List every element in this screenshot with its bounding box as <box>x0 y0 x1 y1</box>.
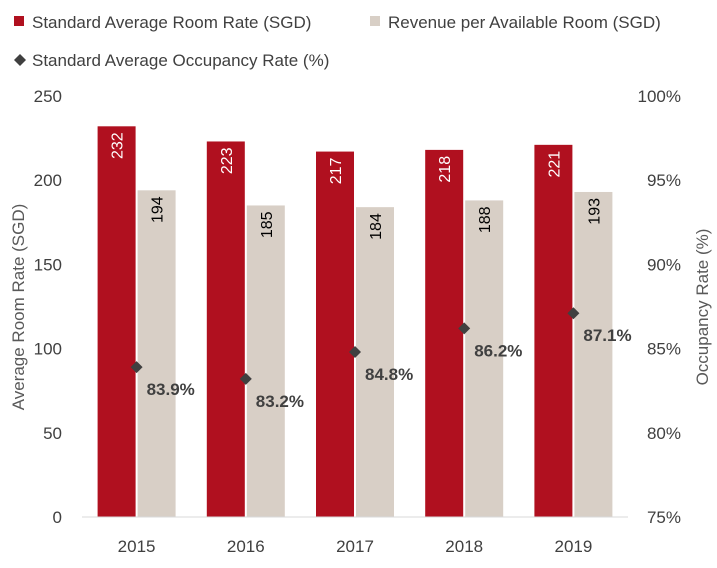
bar-room-rate <box>425 149 464 517</box>
bar-label-room-rate: 221 <box>546 151 563 178</box>
y2-axis-title: Occupancy Rate (%) <box>693 229 712 386</box>
y-axis-title: Average Room Rate (SGD) <box>9 204 28 411</box>
legend-marker-occupancy <box>14 54 26 66</box>
occupancy-point <box>130 361 143 374</box>
x-tick-label: 2019 <box>554 537 592 556</box>
y2-tick-label: 75% <box>647 508 681 527</box>
bar-label-room-rate: 232 <box>110 132 127 159</box>
bar-label-room-rate: 218 <box>437 156 454 183</box>
bar-revpar <box>137 190 176 517</box>
bar-revpar <box>246 205 285 517</box>
legend-label-occupancy: Standard Average Occupancy Rate (%) <box>32 51 329 70</box>
occupancy-point-label: 83.9% <box>147 380 195 399</box>
y-tick-label: 50 <box>43 424 62 443</box>
bar-revpar <box>465 200 504 517</box>
bar-room-rate <box>316 151 354 517</box>
occupancy-point <box>239 372 252 385</box>
bars: 232 194 223 185 217 184 218 188 221 193 <box>97 126 613 518</box>
occupancy-point <box>567 307 580 320</box>
occupancy-point <box>458 322 471 335</box>
x-tick-label: 2016 <box>227 537 265 556</box>
occupancy-point-label: 86.2% <box>474 341 522 360</box>
y-tick-label: 250 <box>34 87 62 106</box>
x-tick-label: 2015 <box>118 537 156 556</box>
y2-tick-label: 85% <box>647 340 681 359</box>
bar-label-revpar: 184 <box>368 213 385 240</box>
y-tick-label: 150 <box>34 255 62 274</box>
occupancy-point-label: 87.1% <box>583 326 631 345</box>
x-tick-label: 2017 <box>336 537 374 556</box>
y-tick-label: 0 <box>53 508 62 527</box>
y2-tick-label: 100% <box>638 87 681 106</box>
y2-axis-ticks: 75% 80% 85% 90% 95% 100% <box>638 87 681 527</box>
occupancy-points: 83.9% 83.2% 84.8% 86.2% 87.1% <box>130 307 632 411</box>
y-axis-ticks: 0 50 100 150 200 250 <box>34 87 62 527</box>
bar-label-revpar: 193 <box>586 198 603 225</box>
occupancy-point-label: 83.2% <box>256 392 304 411</box>
legend-swatch-room-rate <box>14 16 24 26</box>
bar-room-rate <box>97 126 136 517</box>
bar-room-rate <box>206 141 245 517</box>
bar-label-room-rate: 223 <box>219 147 236 174</box>
legend-label-room-rate: Standard Average Room Rate (SGD) <box>32 13 311 32</box>
legend-label-revpar: Revenue per Available Room (SGD) <box>388 13 661 32</box>
bar-label-revpar: 194 <box>150 196 167 223</box>
bar-label-revpar: 188 <box>477 206 494 233</box>
x-tick-label: 2018 <box>445 537 483 556</box>
occupancy-point-label: 84.8% <box>365 365 413 384</box>
y2-tick-label: 80% <box>647 424 681 443</box>
bar-label-revpar: 185 <box>259 211 276 238</box>
x-axis-ticks: 2015 2016 2017 2018 2019 <box>118 537 593 556</box>
y2-tick-label: 95% <box>647 171 681 190</box>
y2-tick-label: 90% <box>647 255 681 274</box>
y-tick-label: 200 <box>34 171 62 190</box>
legend: Standard Average Room Rate (SGD) Revenue… <box>14 13 661 70</box>
bar-room-rate <box>534 144 573 517</box>
occupancy-point <box>349 345 361 358</box>
bar-revpar <box>574 191 613 517</box>
legend-swatch-revpar <box>370 16 380 26</box>
bar-revpar <box>356 207 394 518</box>
bar-label-room-rate: 217 <box>328 157 345 184</box>
y-tick-label: 100 <box>34 340 62 359</box>
